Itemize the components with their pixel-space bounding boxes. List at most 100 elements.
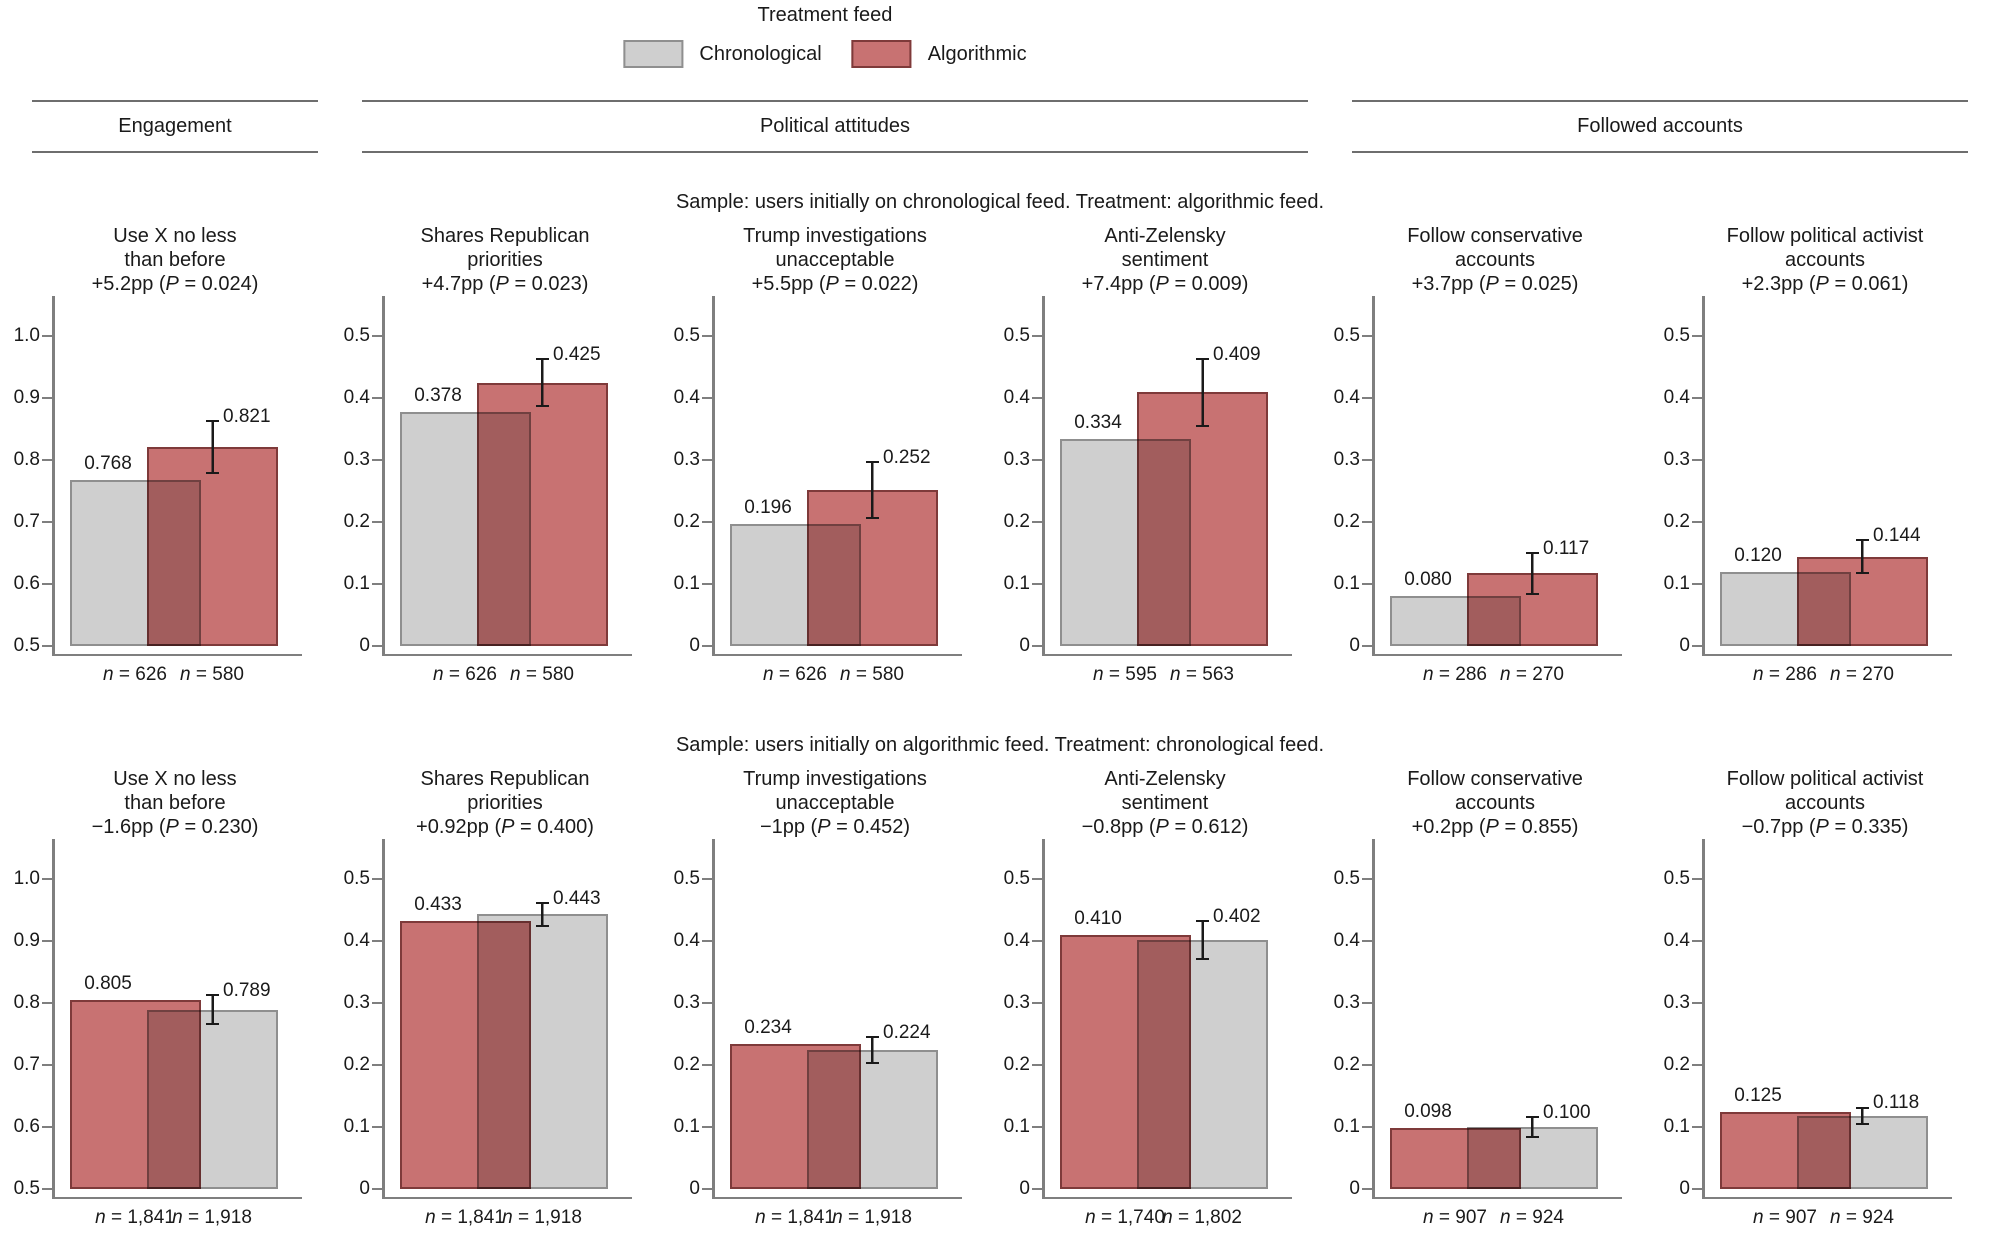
y-tick <box>1692 334 1702 338</box>
effect-size-text: +5.5pp ( <box>751 273 826 295</box>
y-tick-label: 0.9 <box>13 930 40 951</box>
n-value: = 907 <box>1763 1207 1817 1228</box>
error-bar <box>205 994 219 1026</box>
n-value: = 907 <box>1433 1207 1487 1228</box>
plot: 0.5 0.4 0.3 0.2 0.1 0 0.125 0.118 <box>1660 839 1990 1199</box>
y-tick <box>372 644 382 648</box>
error-bar <box>205 420 219 474</box>
y-tick-label: 0.4 <box>673 930 700 951</box>
n-symbol: n <box>95 1207 106 1228</box>
group-header-followed-accounts: Followed accounts <box>1352 100 1968 153</box>
n-row: n = 286 n = 270 <box>1375 664 1618 688</box>
chart-effect-line: +0.92pp (P = 0.400) <box>340 815 670 839</box>
subplot: Shares Republican priorities +4.7pp (P = 0… <box>340 214 670 688</box>
y-tick-label: 0.3 <box>1333 449 1360 470</box>
y-tick-label: 0.4 <box>1003 387 1030 408</box>
legend: Treatment feed Chronological Algorithmic <box>0 0 2000 84</box>
n-label: n = 626 <box>75 664 195 686</box>
y-tick <box>372 520 382 524</box>
plot-area: 0.378 0.425 <box>385 336 628 646</box>
y-tick <box>1692 1125 1702 1129</box>
y-tick-label: 0.5 <box>1663 868 1690 889</box>
bar-value-label: 0.433 <box>414 893 462 915</box>
y-tick-label: 0.1 <box>343 573 370 594</box>
legend-label-algorithmic: Algorithmic <box>927 42 1027 65</box>
n-symbol: n <box>763 664 774 685</box>
chart-title: Follow political activist accounts −0.7pp … <box>1660 767 1990 839</box>
chart-effect-line: +3.7pp (P = 0.025) <box>1330 272 1660 296</box>
subplot: Use X no less than before +5.2pp (P = 0.02… <box>10 214 340 688</box>
row1-caption: Sample: users initially on chronological… <box>675 191 1325 213</box>
y-tick <box>1032 458 1042 462</box>
y-tick <box>1362 582 1372 586</box>
y-tick <box>42 396 52 400</box>
y-axis <box>712 839 715 1199</box>
y-tick <box>372 334 382 338</box>
n-value: = 270 <box>1510 664 1564 685</box>
y-tick <box>1032 1063 1042 1067</box>
y-tick <box>1692 877 1702 881</box>
chart-title-line: accounts <box>1454 792 1536 814</box>
chart-effect-line: −1pp (P = 0.452) <box>670 815 1000 839</box>
bar-algorithmic <box>476 382 608 646</box>
chart-title: Shares Republican priorities +4.7pp (P = 0… <box>340 224 670 296</box>
group-header-political-attitudes: Political attitudes <box>362 100 1308 153</box>
effect-size-text: −1.6pp ( <box>91 816 166 838</box>
chart-effect-line: −0.8pp (P = 0.612) <box>1000 815 1330 839</box>
y-tick <box>372 939 382 943</box>
y-tick <box>372 1187 382 1191</box>
error-bar <box>1195 919 1209 960</box>
bar-value-label: 0.402 <box>1213 905 1261 927</box>
y-tick-label: 0.2 <box>1333 1054 1360 1075</box>
n-row: n = 1,841 n = 1,918 <box>55 1207 298 1231</box>
x-axis <box>1042 653 1292 656</box>
effect-size-text: +7.4pp ( <box>1081 273 1156 295</box>
y-tick <box>702 1187 712 1191</box>
error-bar <box>1195 358 1209 427</box>
y-tick <box>1692 1187 1702 1191</box>
n-label: n = 924 <box>1802 1207 1922 1229</box>
y-tick-label: 0.3 <box>673 449 700 470</box>
plot: 0.5 0.4 0.3 0.2 0.1 0 0.080 0.117 <box>1330 296 1660 656</box>
effect-p-value: = 0.009) <box>1168 273 1249 295</box>
x-axis <box>1702 653 1952 656</box>
chart-row-1: Use X no less than before +5.2pp (P = 0.02… <box>0 214 2000 688</box>
n-value: = 924 <box>1510 1207 1564 1228</box>
y-tick-label: 0.4 <box>673 387 700 408</box>
x-axis <box>712 653 962 656</box>
n-value: = 580 <box>520 664 574 685</box>
n-row: n = 907 n = 924 <box>1705 1207 1948 1231</box>
y-tick-label: 0.2 <box>343 511 370 532</box>
error-bar <box>865 1035 879 1065</box>
n-label: n = 1,918 <box>152 1207 272 1229</box>
n-label: n = 1,841 <box>735 1207 855 1229</box>
n-value: = 1,918 <box>842 1207 912 1228</box>
y-tick <box>372 1125 382 1129</box>
plot-area: 0.433 0.443 <box>385 879 628 1189</box>
bar-chronological <box>476 914 608 1189</box>
y-axis <box>382 839 385 1199</box>
y-tick-label: 0.2 <box>673 1054 700 1075</box>
y-tick <box>42 582 52 586</box>
n-row: n = 1,841 n = 1,918 <box>385 1207 628 1231</box>
bar-algorithmic <box>146 446 278 646</box>
y-tick-label: 0.4 <box>343 930 370 951</box>
n-row: n = 626 n = 580 <box>715 664 958 688</box>
y-tick-label: 0.2 <box>343 1054 370 1075</box>
y-tick <box>372 1063 382 1067</box>
chart-title: Use X no less than before +5.2pp (P = 0.02… <box>10 224 340 296</box>
effect-p-symbol: P <box>1485 816 1499 838</box>
chart-title: Trump investigations unacceptable +5.5pp (… <box>670 224 1000 296</box>
chart-title-line: Use X no less <box>113 225 237 247</box>
n-value: = 580 <box>850 664 904 685</box>
bar-value-label: 0.789 <box>223 980 271 1002</box>
n-label: n = 907 <box>1725 1207 1845 1229</box>
y-tick-label: 0 <box>359 1178 370 1199</box>
bar-value-label: 0.080 <box>1404 569 1452 591</box>
y-tick-label: 0 <box>689 635 700 656</box>
plot: 0.5 0.4 0.3 0.2 0.1 0 0.433 0.443 <box>340 839 670 1199</box>
plot-area: 0.080 0.117 <box>1375 336 1618 646</box>
y-tick <box>1692 396 1702 400</box>
n-value: = 563 <box>1180 664 1234 685</box>
y-tick <box>702 582 712 586</box>
